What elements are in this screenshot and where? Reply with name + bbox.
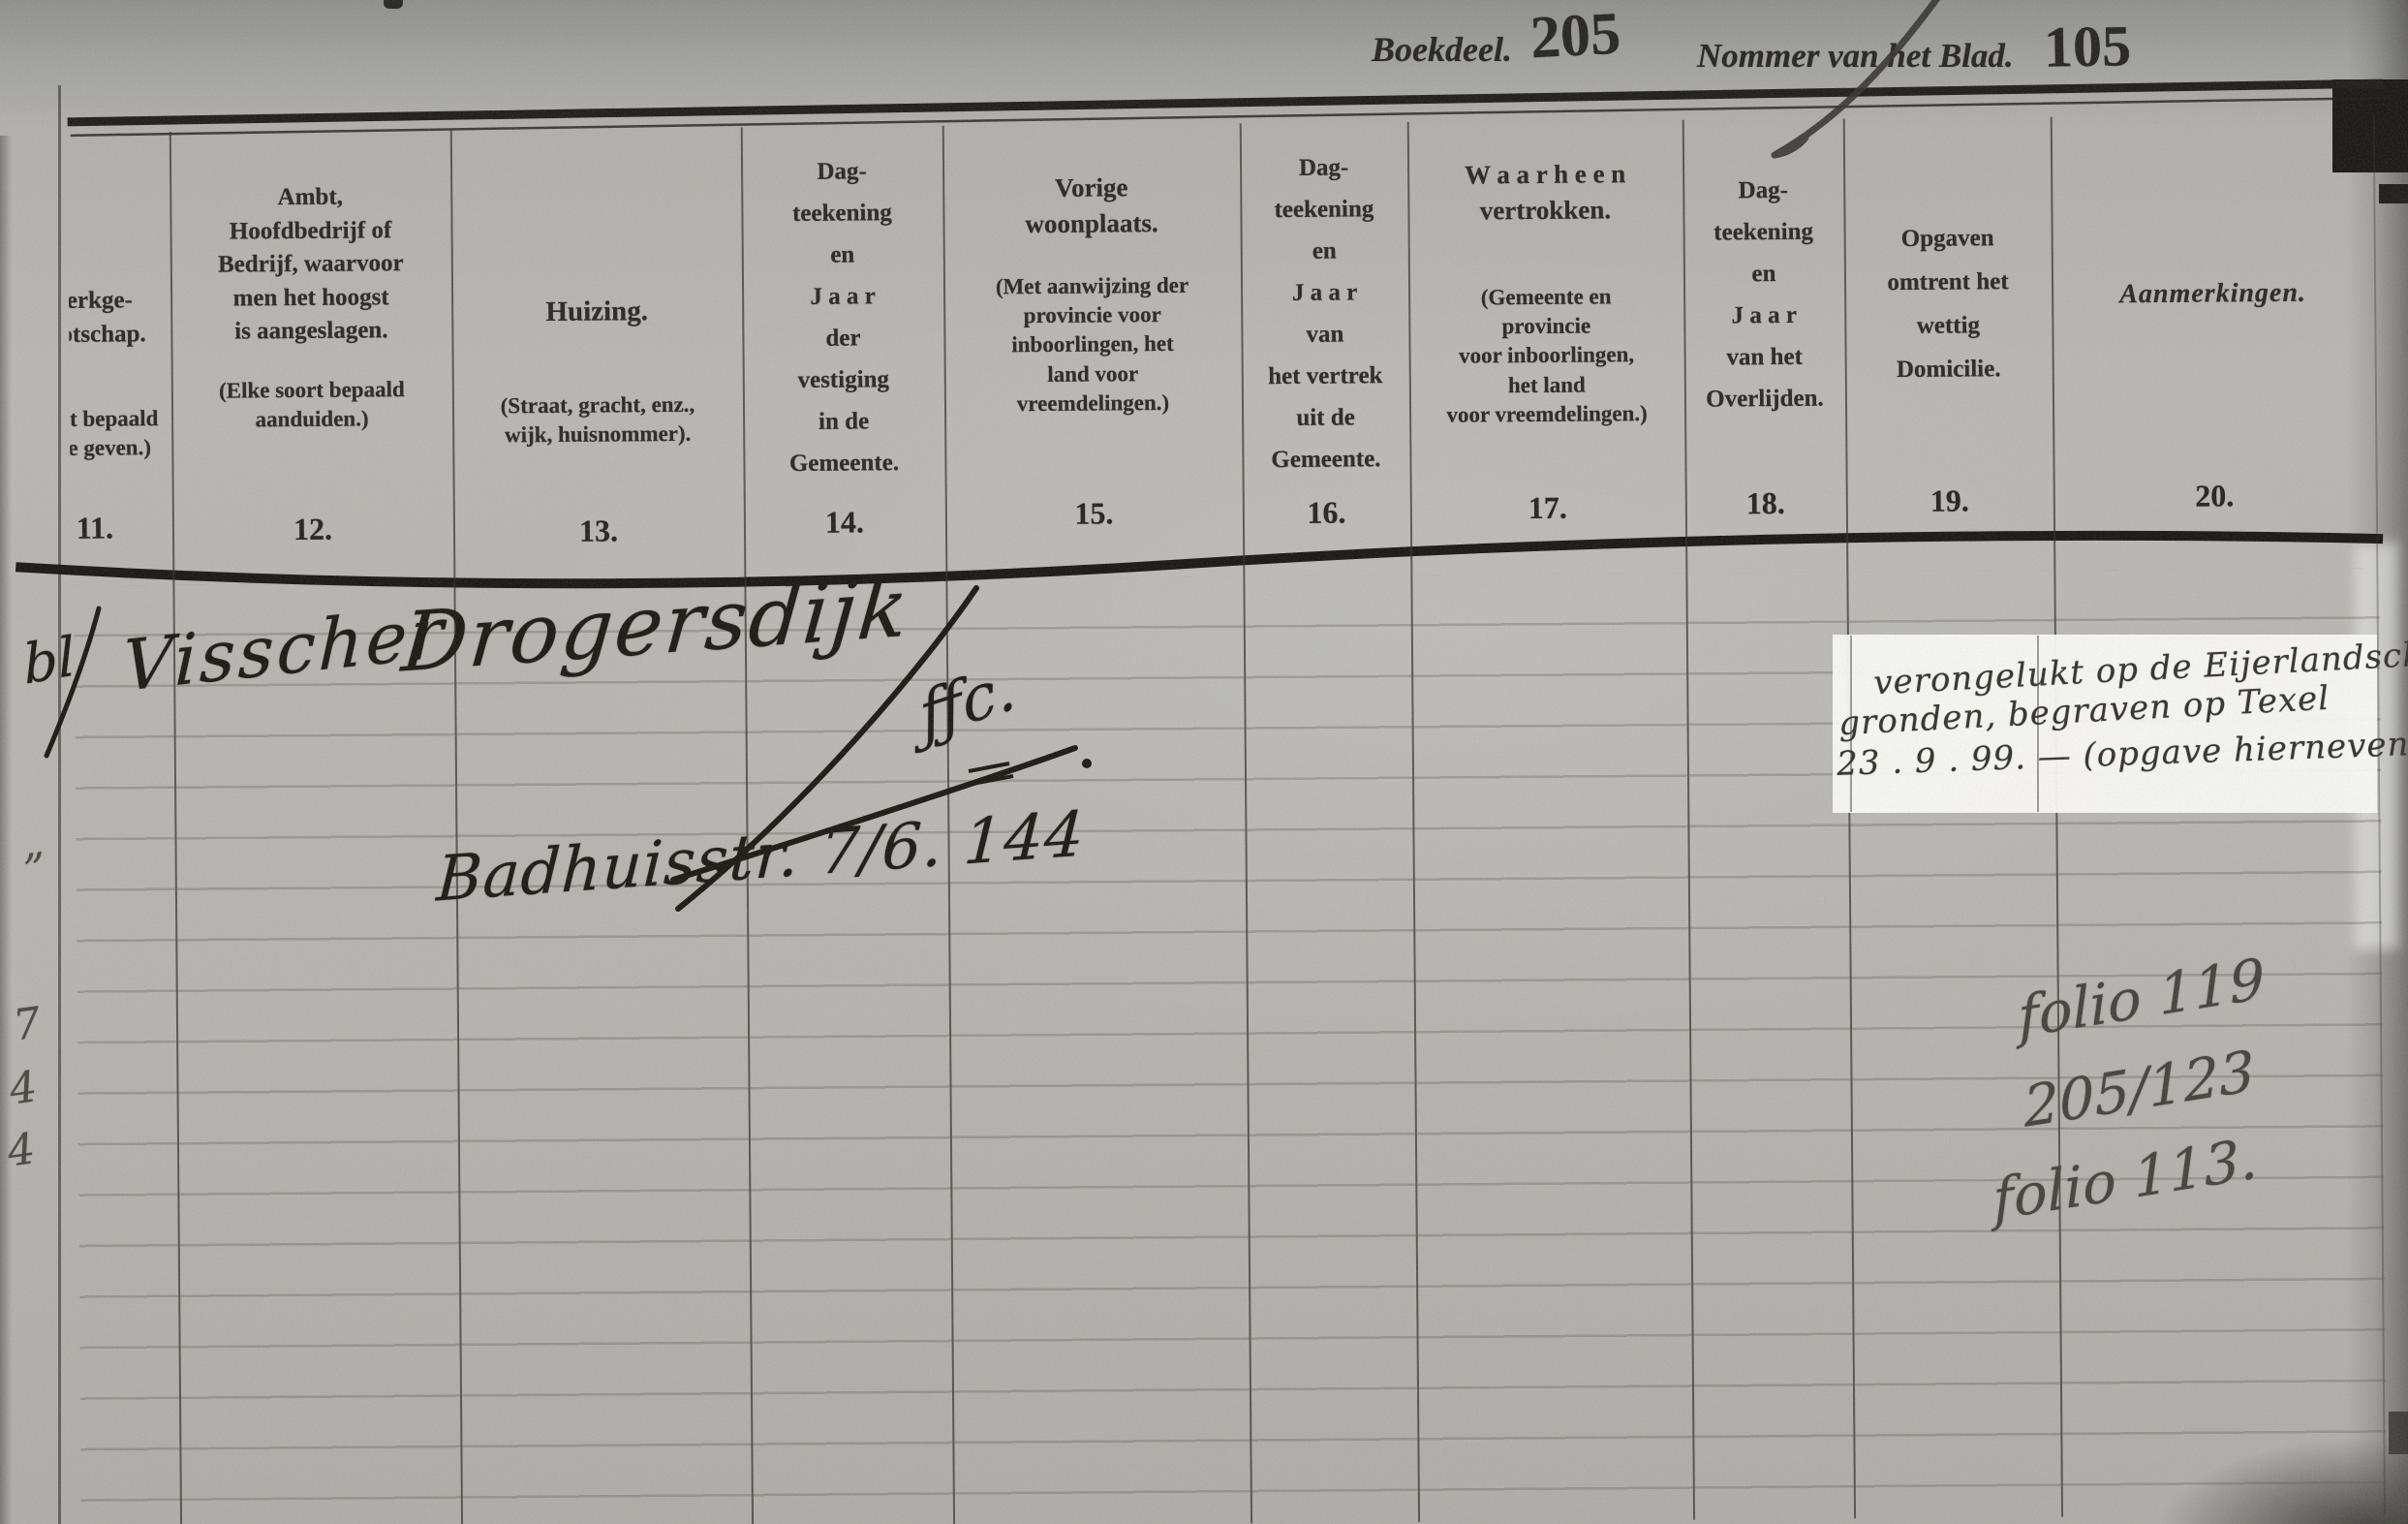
column-note: (Juist bepaald op te geven.) <box>67 406 159 461</box>
column-title: Dag- teekening en J a a r der vestiging … <box>788 158 900 478</box>
column-title: Aanmerkingen. <box>2119 277 2307 310</box>
column-note: (Met aanwijzing der provincie voor inboo… <box>995 272 1189 417</box>
margin-mark-row1: bl <box>21 625 77 698</box>
column-number-20: 20. <box>2195 478 2235 513</box>
boekdeel-value: 205 <box>1528 0 1622 72</box>
column-number-14: 14. <box>824 504 865 540</box>
column-number-15: 15. <box>1074 495 1114 531</box>
column-title: Huizing. <box>545 295 649 327</box>
column-title: W a a r h e e n vertrokken. <box>1464 159 1626 226</box>
column-header-13-huizing: Huizing. (Straat, gracht, enz., wijk, hu… <box>450 134 744 496</box>
column-title: Dag- teekening en J a a r van het Overli… <box>1706 176 1824 413</box>
column-header-12-ambt-bedrijf: Ambt, Hoofdbedrijf of Bedrijf, waarvoor … <box>170 137 453 499</box>
column-header-16-dagteekening-vertrek: Dag- teekening en J a a r van het vertre… <box>1240 129 1410 490</box>
column-title: Vorige woonplaats. <box>1025 172 1158 239</box>
column-number-12: 12. <box>293 511 333 547</box>
column-header-17-waarheen-vertrokken: W a a r h e e n vertrokken. (Gemeente en… <box>1407 127 1685 489</box>
column-number-17: 17. <box>1528 489 1567 526</box>
column-note: (Gemeente en provincie voor inboorlingen… <box>1446 283 1648 427</box>
column-note: (Straat, gracht, enz., wijk, huisnommer)… <box>500 391 695 448</box>
column-header-18-dagteekening-overlijden: Dag- teekening en J a a r van het Overli… <box>1683 125 1846 486</box>
column-note: (Elke soort bepaald aanduiden.) <box>218 376 405 432</box>
column-header-11-kerkgenootschap: Kerkge- nootschap. (Juist bepaald op te … <box>68 139 172 500</box>
column-number-13: 13. <box>578 513 619 548</box>
column-number-19: 19. <box>1929 482 1969 518</box>
column-title: Dag- teekening en J a a r van het vertre… <box>1268 154 1383 474</box>
column-header-19-wettig-domicilie: Opgaven omtrent het wettig Domicilie. <box>1843 124 2053 486</box>
column-title: Ambt, Hoofdbedrijf of Bedrijf, waarvoor … <box>217 183 404 345</box>
column-number-16: 16. <box>1307 494 1346 530</box>
column-title: Kerkge- nootschap. <box>67 287 146 348</box>
blad-value: 105 <box>2043 14 2132 79</box>
column-number-18: 18. <box>1745 484 1785 521</box>
blad-label: Nommer van het Blad. <box>1697 37 2014 75</box>
boekdeel-label: Boekdeel. <box>1372 30 1512 69</box>
column-header-15-vorige-woonplaats: Vorige woonplaats. (Met aanwijzing der p… <box>942 130 1243 492</box>
column-header-14-dagteekening-vestiging: Dag- teekening en J a a r der vestiging … <box>741 133 945 495</box>
column-header-20-aanmerkingen: Aanmerkingen. <box>2051 121 2376 484</box>
column-number-11: 11. <box>76 510 114 545</box>
column-title: Opgaven omtrent het wettig Domicilie. <box>1887 225 2009 384</box>
